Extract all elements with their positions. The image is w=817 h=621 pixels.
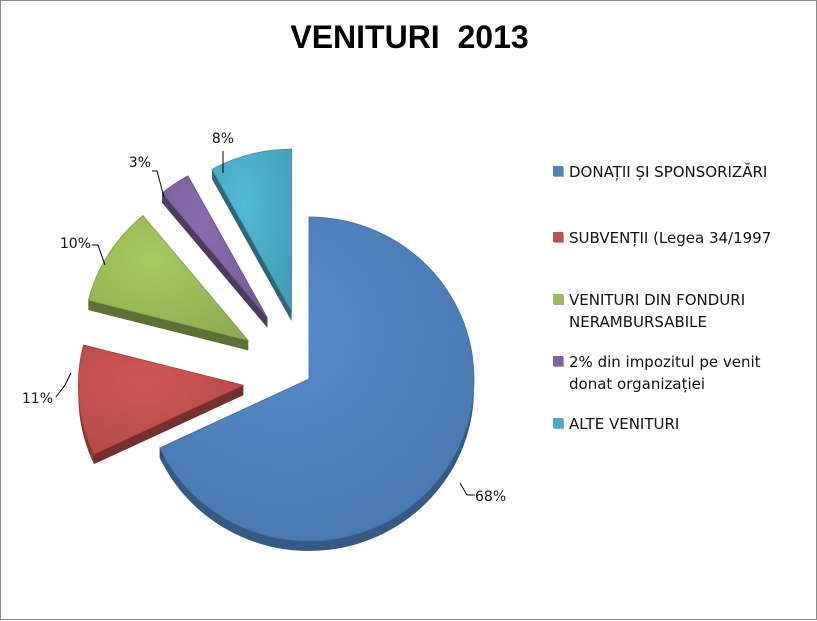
pie-slice-1 xyxy=(159,216,475,551)
pie-slice-4 xyxy=(161,175,268,328)
leader-line xyxy=(152,170,165,198)
legend-label: SUBVENȚII (Legea 34/1997 xyxy=(569,229,772,247)
legend-label: ALTE VENITURI xyxy=(569,415,680,433)
legend-swatch xyxy=(553,166,563,176)
pie-slice-side xyxy=(78,344,94,465)
pie-slice-edge xyxy=(162,192,268,328)
data-label: 68% xyxy=(475,489,506,505)
pie-slice-face xyxy=(159,216,475,542)
legend-label: 2% din impozitul pe venit donat organiza… xyxy=(569,353,761,393)
legend-item: VENITURI DIN FONDURI NERAMBURSABILE xyxy=(553,289,789,333)
data-label: 11% xyxy=(22,391,53,407)
chart-title: VENITURI 2013 xyxy=(290,19,529,55)
pie-slice-face xyxy=(211,148,292,313)
legend-item: ALTE VENITURI xyxy=(553,413,679,435)
leader-line xyxy=(459,482,475,496)
pie-slice-face xyxy=(77,344,245,455)
legend-label: DONAȚII ȘI SPONSORIZĂRI xyxy=(569,163,768,181)
legend-swatch xyxy=(553,418,563,428)
legend-item: DONAȚII ȘI SPONSORIZĂRI xyxy=(553,161,767,183)
pie-slice-5 xyxy=(211,148,292,322)
pie-slice-face xyxy=(87,215,250,342)
leader-line xyxy=(55,372,72,398)
pie-slice-edge xyxy=(93,385,244,465)
legend-item: 2% din impozitul pe venit donat organiza… xyxy=(553,351,799,395)
legend-swatch xyxy=(553,232,563,242)
legend-swatch xyxy=(553,356,563,366)
leader-line xyxy=(92,244,106,266)
pie-slice-2 xyxy=(77,344,245,465)
legend-item: SUBVENȚII (Legea 34/1997 xyxy=(553,227,771,249)
pie-slice-face xyxy=(161,175,268,319)
data-label: 3% xyxy=(129,155,151,171)
pie-slice-edge xyxy=(88,300,249,351)
data-label: 10% xyxy=(60,236,91,252)
pie-slice-edge xyxy=(212,169,292,322)
legend-label: VENITURI DIN FONDURI NERAMBURSABILE xyxy=(569,291,746,331)
pie-slice-3 xyxy=(87,215,250,351)
data-label: 8% xyxy=(212,131,234,147)
legend-swatch xyxy=(553,294,563,304)
